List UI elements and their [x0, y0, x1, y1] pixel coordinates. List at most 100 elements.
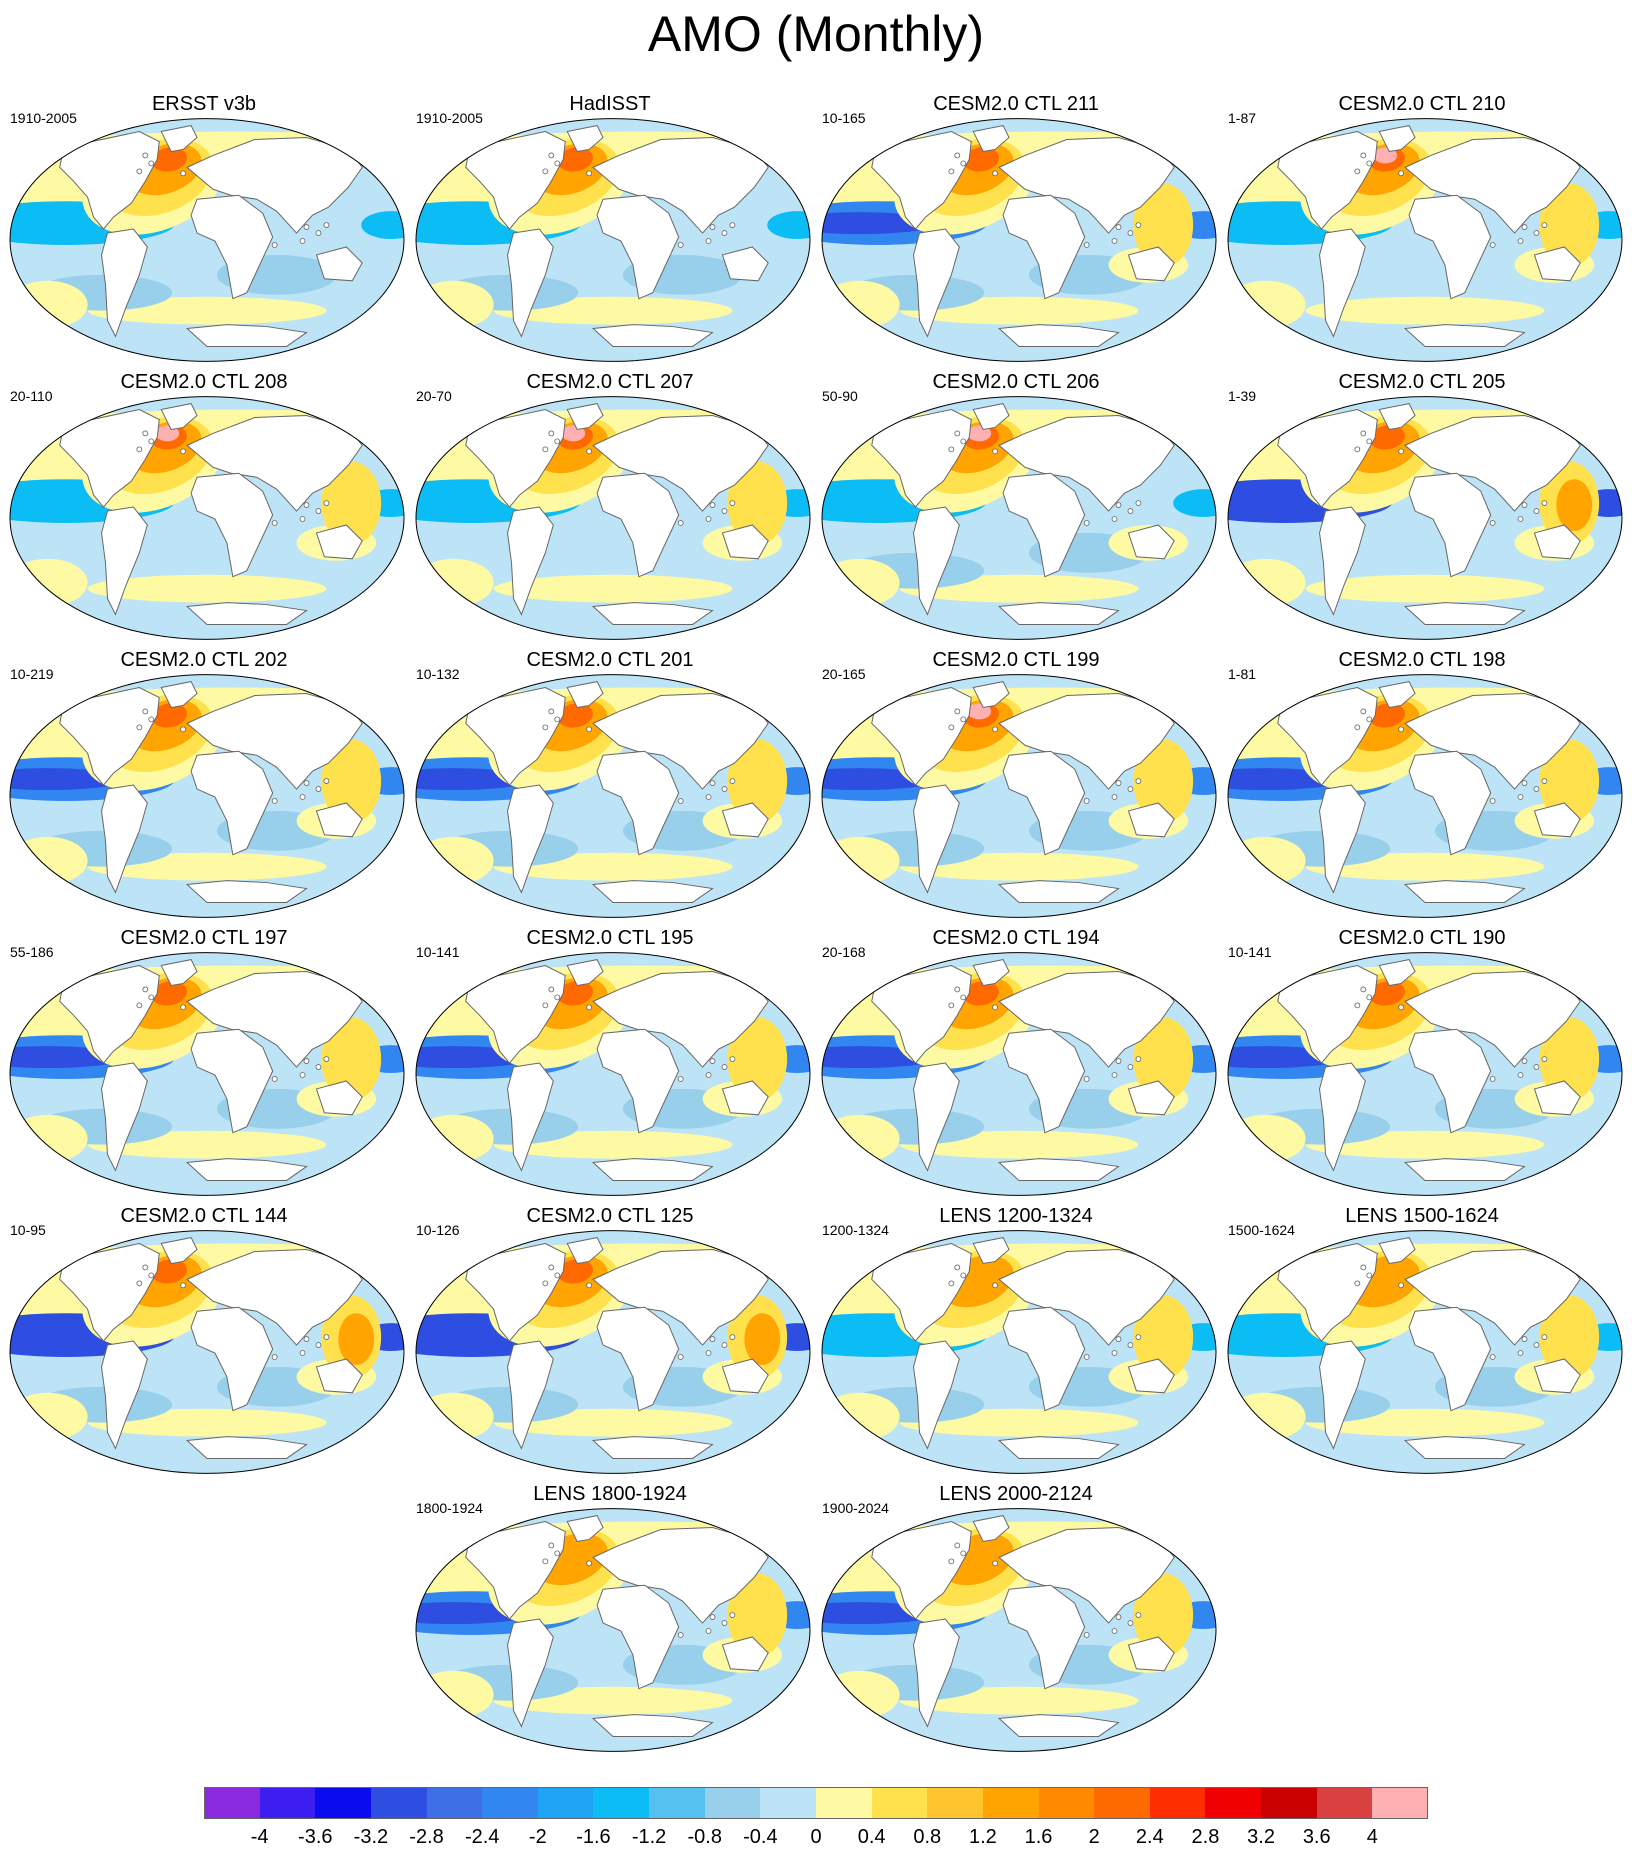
- island: [1489, 798, 1496, 804]
- landmass: [721, 524, 769, 560]
- island: [542, 724, 549, 731]
- island: [303, 780, 310, 786]
- island: [721, 1342, 728, 1348]
- colorbar-swatch: [1261, 1787, 1318, 1819]
- colorbar-tick-label: -0.8: [687, 1826, 722, 1848]
- west-pacific-anomaly: [1133, 1295, 1194, 1379]
- sst-map: [414, 114, 812, 366]
- panel-title: LENS 1200-1324: [939, 1205, 1093, 1227]
- island: [586, 726, 593, 733]
- landmass: [997, 324, 1120, 347]
- east-pacific-core: [415, 1046, 534, 1069]
- island: [299, 1072, 306, 1078]
- island: [1083, 1632, 1090, 1638]
- island: [1127, 230, 1134, 236]
- sst-map: [1226, 948, 1624, 1200]
- map-outline: [415, 1508, 811, 1752]
- island: [721, 1064, 728, 1070]
- island: [1398, 448, 1405, 455]
- island: [303, 224, 310, 230]
- island: [1398, 726, 1405, 733]
- landmass: [591, 880, 714, 903]
- panel-title: CESM2.0 CTL 144: [120, 1205, 288, 1227]
- island: [148, 438, 155, 445]
- island: [586, 448, 593, 455]
- island: [954, 430, 961, 437]
- east-pacific-core: [415, 1602, 534, 1625]
- landmass: [591, 1158, 714, 1181]
- map-outline: [821, 396, 1217, 640]
- island: [1521, 780, 1528, 786]
- east-pacific-core: [9, 1046, 128, 1069]
- landmass: [997, 602, 1120, 625]
- colorbar-swatch: [204, 1787, 260, 1819]
- landmass: [101, 506, 148, 616]
- island: [729, 1056, 736, 1062]
- map-panel: CESM2.0 CTL 202 10-219: [0, 648, 408, 924]
- colorbar-swatch: [1038, 1787, 1095, 1819]
- sst-map: [8, 114, 406, 366]
- east-pacific-core: [821, 1046, 940, 1069]
- map-panel: CESM2.0 CTL 208 20-110: [0, 370, 408, 646]
- island: [303, 1336, 310, 1342]
- island: [323, 500, 330, 506]
- sst-map: [8, 1226, 406, 1478]
- panel-period-label: 10-126: [416, 1222, 460, 1238]
- map-panel: CESM2.0 CTL 195 10-141: [406, 926, 814, 1202]
- landmass: [1277, 409, 1378, 508]
- landmass: [1403, 880, 1526, 903]
- landmass: [871, 409, 972, 508]
- map-panel: HadISST 1910-2005: [406, 92, 814, 368]
- island: [548, 986, 555, 993]
- island: [1517, 238, 1524, 244]
- island: [721, 786, 728, 792]
- sst-map: [820, 670, 1218, 922]
- map-panel: CESM2.0 CTL 199 20-165: [812, 648, 1220, 924]
- map-panel: LENS 1500-1624 1500-1624: [1218, 1204, 1626, 1480]
- island: [1111, 516, 1118, 522]
- island: [1115, 1614, 1122, 1620]
- map-panel: CESM2.0 CTL 125 10-126: [406, 1204, 814, 1480]
- panel-period-label: 10-141: [1228, 944, 1272, 960]
- south-pacific-warm-anomaly: [415, 558, 494, 607]
- colorbar-swatch: [1316, 1787, 1373, 1819]
- island: [148, 160, 155, 167]
- landmass: [596, 750, 680, 856]
- island: [705, 1628, 712, 1634]
- landmass: [972, 1515, 1010, 1542]
- island: [554, 1272, 561, 1279]
- landmass: [465, 1521, 566, 1620]
- landmass: [1378, 681, 1416, 708]
- island: [948, 724, 955, 731]
- east-pacific-core: [9, 1324, 128, 1347]
- north-atlantic-peak: [557, 1259, 593, 1284]
- landmass: [913, 784, 960, 894]
- island: [948, 1002, 955, 1009]
- colorbar-swatch: [1205, 1787, 1262, 1819]
- landmass: [1277, 687, 1378, 786]
- landmass: [566, 681, 604, 708]
- west-pacific-anomaly: [1539, 1017, 1600, 1101]
- island: [180, 448, 187, 455]
- map-outline: [1227, 674, 1623, 918]
- island: [554, 1550, 561, 1557]
- north-atlantic-peak: [557, 703, 593, 728]
- panel-title: CESM2.0 CTL 194: [932, 927, 1100, 949]
- island: [1135, 1612, 1142, 1618]
- panel-period-label: 10-95: [10, 1222, 46, 1238]
- landmass: [913, 1340, 960, 1450]
- south-pacific-warm-anomaly: [9, 836, 88, 885]
- island: [1360, 1264, 1367, 1271]
- landmass: [871, 965, 972, 1064]
- north-atlantic-peak: [1369, 425, 1405, 450]
- landmass: [591, 1436, 714, 1459]
- landmass: [1319, 1062, 1366, 1172]
- landmass: [1403, 602, 1526, 625]
- colorbar-tick-label: 2.8: [1191, 1826, 1220, 1848]
- north-atlantic-peak: [557, 981, 593, 1006]
- landmass: [1319, 228, 1366, 338]
- colorbar-tick-label: 3.2: [1247, 1826, 1275, 1848]
- panel-title: CESM2.0 CTL 205: [1338, 371, 1506, 393]
- island: [1517, 516, 1524, 522]
- sst-map: [8, 670, 406, 922]
